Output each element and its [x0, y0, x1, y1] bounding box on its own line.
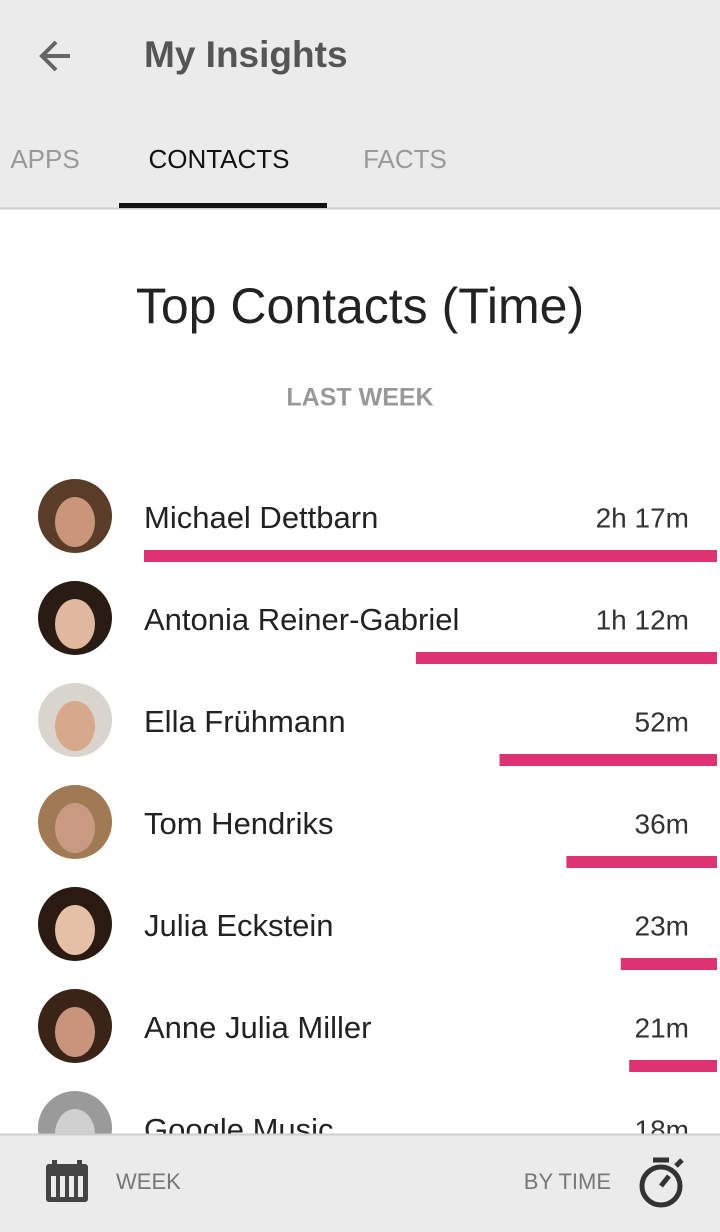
contact-name: Anne Julia Miller: [144, 1010, 371, 1045]
sort-button[interactable]: BY TIME: [524, 1169, 611, 1194]
tab-indicator: [119, 203, 327, 208]
time-bar: [629, 1060, 717, 1072]
contact-name: Michael Dettbarn: [144, 500, 378, 535]
tab[interactable]: FACTS: [363, 144, 447, 174]
avatar-face: [55, 599, 95, 649]
contact-row[interactable]: Julia Eckstein 23m: [38, 887, 717, 970]
range-button[interactable]: WEEK: [116, 1169, 181, 1194]
back-button[interactable]: [39, 40, 70, 72]
tab[interactable]: APPS: [10, 144, 79, 174]
avatar-face: [55, 1007, 95, 1057]
contact-name: Julia Eckstein: [144, 908, 334, 943]
stopwatch-icon[interactable]: [639, 1157, 684, 1208]
contact-time: 2h 17m: [596, 502, 689, 533]
contact-time: 23m: [635, 910, 689, 941]
contact-row[interactable]: Anne Julia Miller 21m: [38, 989, 717, 1072]
contact-row[interactable]: Michael Dettbarn 2h 17m: [38, 479, 717, 562]
contact-time: 1h 12m: [596, 604, 689, 635]
avatar-face: [55, 803, 95, 853]
calendar-icon[interactable]: [46, 1160, 88, 1202]
bottom-bar: [0, 1134, 720, 1232]
contact-list: Michael Dettbarn 2h 17m Antonia Reiner-Gab…: [38, 479, 717, 1174]
contact-row[interactable]: Antonia Reiner-Gabriel 1h 12m: [38, 581, 717, 664]
time-bar: [144, 550, 717, 562]
app-bar: [0, 0, 720, 208]
contact-name: Ella Frühmann: [144, 704, 346, 739]
period-label: LAST WEEK: [286, 384, 433, 412]
time-bar: [499, 754, 717, 766]
contact-row[interactable]: Tom Hendriks 36m: [38, 785, 717, 868]
avatar-face: [55, 701, 95, 751]
time-bar: [620, 958, 717, 970]
contact-name: Antonia Reiner-Gabriel: [144, 602, 459, 637]
tab-bar: APPS CONTACTS FACTS: [10, 144, 447, 208]
contact-name: Tom Hendriks: [144, 806, 334, 841]
time-bar: [415, 652, 717, 664]
tab[interactable]: CONTACTS: [148, 144, 289, 174]
contact-time: 21m: [635, 1012, 689, 1043]
avatar-face: [55, 497, 95, 547]
screen-title: My Insights: [144, 34, 348, 75]
avatar-face: [55, 905, 95, 955]
contact-row[interactable]: Ella Frühmann 52m: [38, 683, 717, 766]
time-bar: [566, 856, 717, 868]
contact-time: 36m: [635, 808, 689, 839]
section-title: Top Contacts (Time): [136, 278, 584, 334]
contact-time: 52m: [635, 706, 689, 737]
